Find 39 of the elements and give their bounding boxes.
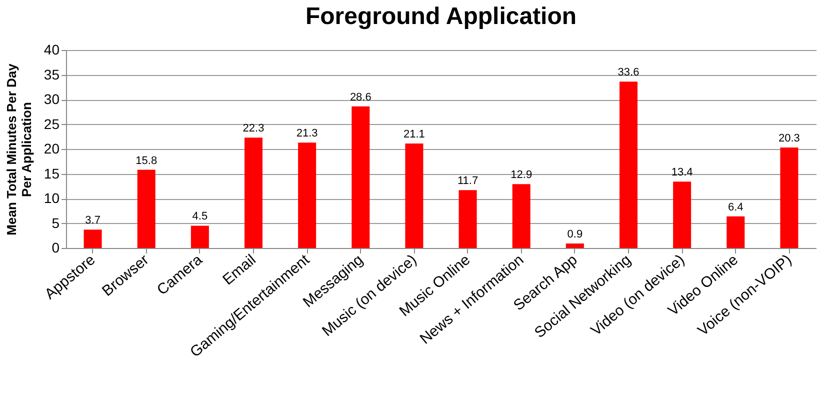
y-axis-title: Mean Total Minutes Per Day Per Application — [4, 62, 34, 236]
bar — [84, 230, 102, 248]
bar — [726, 216, 745, 248]
bar — [566, 244, 584, 248]
y-tick-label: 0 — [52, 240, 60, 256]
y-tick-label: 15 — [44, 165, 60, 182]
bar — [405, 144, 424, 248]
data-label: 15.8 — [136, 154, 158, 167]
data-label: 22.3 — [242, 122, 264, 135]
y-tick-label: 35 — [44, 66, 60, 82]
y-tick-label: 40 — [44, 42, 60, 58]
bar — [298, 142, 316, 248]
data-label: 12.9 — [510, 169, 532, 182]
bar — [244, 138, 262, 248]
data-label: 33.6 — [618, 66, 640, 79]
data-label: 13.4 — [671, 166, 693, 179]
bar — [190, 226, 209, 248]
bar — [137, 170, 156, 248]
bar — [780, 148, 798, 248]
data-label: 6.4 — [728, 201, 744, 214]
y-tick-label: 25 — [44, 116, 60, 132]
y-tick-label: 5 — [52, 214, 60, 231]
chart-title: Foreground Application — [305, 3, 577, 30]
data-label: 20.3 — [778, 132, 800, 145]
bar — [620, 82, 638, 248]
y-tick-label: 10 — [44, 190, 60, 206]
y-tick-label: 20 — [44, 140, 60, 156]
data-label: 4.5 — [192, 210, 208, 223]
bar — [458, 190, 477, 248]
data-label: 3.7 — [85, 214, 100, 227]
bar — [673, 182, 692, 248]
bar — [352, 106, 370, 248]
data-label: 21.1 — [404, 128, 425, 141]
data-label: 21.3 — [296, 128, 318, 140]
y-tick-label: 30 — [44, 91, 60, 107]
data-label: 0.9 — [567, 228, 583, 241]
data-label: 28.6 — [350, 91, 372, 104]
bar — [512, 184, 530, 248]
data-label: 11.7 — [457, 175, 478, 188]
